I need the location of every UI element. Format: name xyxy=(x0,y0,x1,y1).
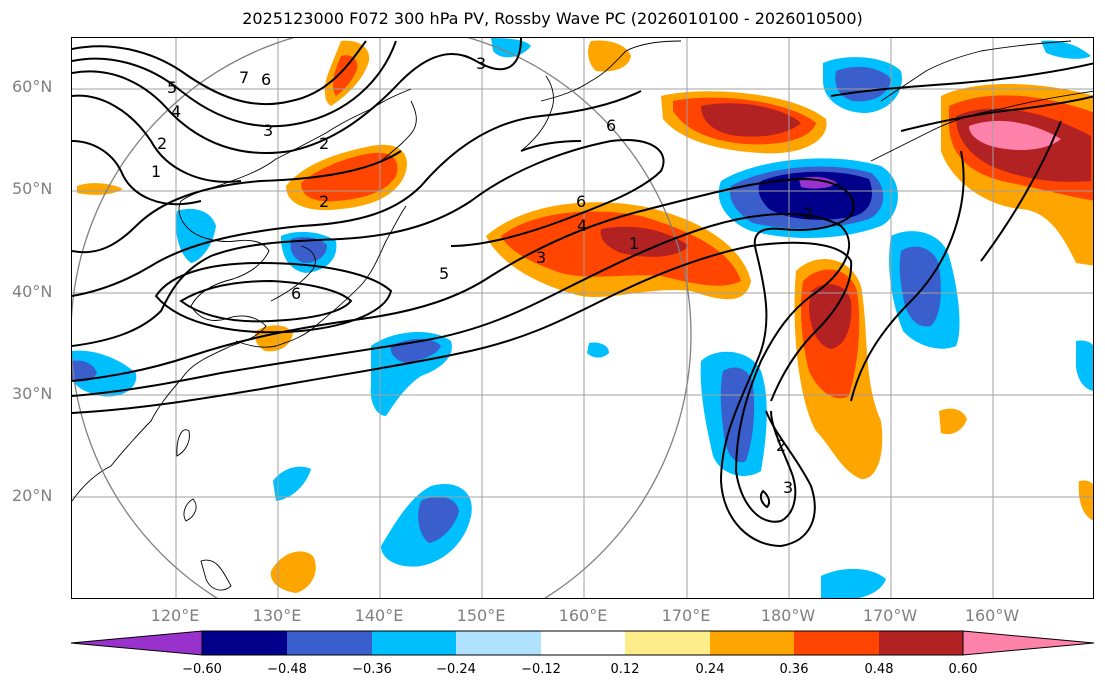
lon-label-120e: 120°E xyxy=(150,606,200,625)
lat-label-60n: 60°N xyxy=(12,77,53,96)
colorbar-extend-low xyxy=(70,630,203,656)
colorbar-bin xyxy=(879,631,963,655)
colorbar-bin xyxy=(541,631,625,655)
contour-label: 1 xyxy=(629,234,639,253)
contour-label: 4 xyxy=(171,102,181,121)
lon-label-170e: 170°E xyxy=(661,606,711,625)
contour-label: 5 xyxy=(439,264,449,283)
map-title: 2025123000 F072 300 hPa PV, Rossby Wave … xyxy=(242,9,863,28)
colorbar-bin xyxy=(456,631,541,655)
contour-label: 1 xyxy=(151,162,161,181)
lon-label-170w: 170°W xyxy=(862,606,918,625)
contour-label: 6 xyxy=(606,116,616,135)
colorbar-tick-label: −0.24 xyxy=(436,662,476,677)
contour-label: 4 xyxy=(577,216,587,235)
contour-label: 7 xyxy=(239,68,249,87)
map-panel: 7 6 5 4 3 2 1 3 2 2 6 6 4 3 1 5 6 2 2 3 xyxy=(71,37,1094,599)
map-canvas: 7 6 5 4 3 2 1 3 2 2 6 6 4 3 1 5 6 2 2 3 xyxy=(72,38,1093,598)
contour-label-group: 7 6 5 4 3 2 1 3 2 2 6 6 4 3 1 5 6 2 2 3 xyxy=(151,54,813,497)
colorbar-tick-label: −0.36 xyxy=(352,662,392,677)
contour-label: 5 xyxy=(167,78,177,97)
contour-label: 6 xyxy=(576,192,586,211)
colorbar-bin xyxy=(202,631,287,655)
colorbar-tick-label: 0.48 xyxy=(864,662,894,677)
lat-label-20n: 20°N xyxy=(12,486,53,505)
contour-label: 2 xyxy=(157,134,167,153)
graticule xyxy=(72,38,1093,598)
contour-label: 6 xyxy=(261,70,271,89)
colorbar-bin xyxy=(287,631,372,655)
lon-label-140e: 140°E xyxy=(354,606,404,625)
lat-label-40n: 40°N xyxy=(12,282,53,301)
colorbar-tick-label: 0.60 xyxy=(948,662,978,677)
contour-label: 3 xyxy=(783,478,793,497)
lon-label-160e: 160°E xyxy=(558,606,608,625)
contour-label: 3 xyxy=(536,248,546,267)
contour-label: 3 xyxy=(263,121,273,140)
reference-circle xyxy=(72,38,692,598)
lon-label-150e: 150°E xyxy=(456,606,506,625)
lat-label-50n: 50°N xyxy=(12,179,53,198)
colorbar-bin xyxy=(794,631,879,655)
colorbar-tick-label: 0.36 xyxy=(779,662,809,677)
lon-label-160w: 160°W xyxy=(964,606,1020,625)
contour-label: 3 xyxy=(476,54,486,73)
colorbar-tick-label: −0.48 xyxy=(267,662,307,677)
colorbar-tick-label: −0.12 xyxy=(521,662,561,677)
contour-label: 2 xyxy=(319,134,329,153)
colorbar-tick-label: 0.24 xyxy=(695,662,725,677)
colorbar-bin xyxy=(710,631,794,655)
contour-label: 2 xyxy=(776,436,786,455)
lon-label-130e: 130°E xyxy=(252,606,302,625)
colorbar-bin xyxy=(372,631,456,655)
contour-label: 6 xyxy=(291,284,301,303)
lat-label-30n: 30°N xyxy=(12,384,53,403)
pv-contours xyxy=(72,38,1093,548)
lon-label-180w: 180°W xyxy=(760,606,816,625)
colorbar-tick-label: −0.60 xyxy=(182,662,222,677)
colorbar-tick-label: 0.12 xyxy=(610,662,640,677)
colorbar-extend-high xyxy=(962,630,1095,656)
contour-label: 2 xyxy=(803,204,813,223)
colorbar-bin xyxy=(625,631,710,655)
contour-label: 2 xyxy=(319,192,329,211)
